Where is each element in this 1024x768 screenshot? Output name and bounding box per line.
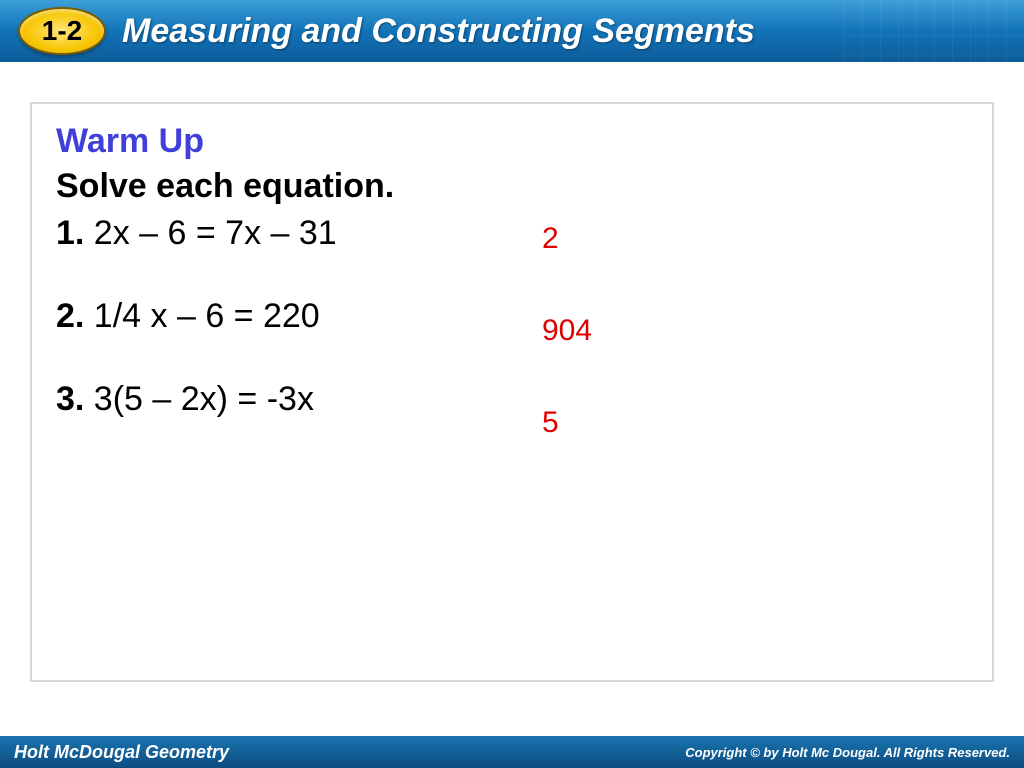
- problem-row: 3. 3(5 – 2x) = -3x: [56, 380, 968, 419]
- header-grid-decoration: [844, 0, 1024, 62]
- section-number-badge: 1-2: [18, 7, 106, 55]
- problem-3: 3. 3(5 – 2x) = -3x: [56, 380, 314, 419]
- problem-2-equation: 1/4 x – 6 = 220: [84, 297, 319, 335]
- footer-left-text: Holt McDougal Geometry: [14, 742, 229, 763]
- problem-row: 1. 2x – 6 = 7x – 31: [56, 214, 968, 253]
- answer-3: 5: [542, 406, 559, 440]
- problem-1-number: 1.: [56, 214, 84, 252]
- problem-3-equation: 3(5 – 2x) = -3x: [84, 380, 314, 418]
- problem-1-equation: 2x – 6 = 7x – 31: [84, 214, 336, 252]
- header-bar: 1-2 Measuring and Constructing Segments: [0, 0, 1024, 62]
- problem-2-number: 2.: [56, 297, 84, 335]
- problem-2: 2. 1/4 x – 6 = 220: [56, 297, 320, 336]
- section-number-text: 1-2: [42, 15, 82, 47]
- content-box: Warm Up Solve each equation. 1. 2x – 6 =…: [30, 102, 994, 682]
- problem-3-number: 3.: [56, 380, 84, 418]
- footer-right-text: Copyright © by Holt Mc Dougal. All Right…: [685, 745, 1010, 760]
- answer-2: 904: [542, 314, 592, 348]
- header-title: Measuring and Constructing Segments: [122, 12, 755, 51]
- warm-up-heading: Warm Up: [56, 122, 968, 161]
- answer-1: 2: [542, 222, 559, 256]
- instruction-text: Solve each equation.: [56, 167, 968, 206]
- footer-bar: Holt McDougal Geometry Copyright © by Ho…: [0, 736, 1024, 768]
- problem-1: 1. 2x – 6 = 7x – 31: [56, 214, 337, 253]
- problem-row: 2. 1/4 x – 6 = 220: [56, 297, 968, 336]
